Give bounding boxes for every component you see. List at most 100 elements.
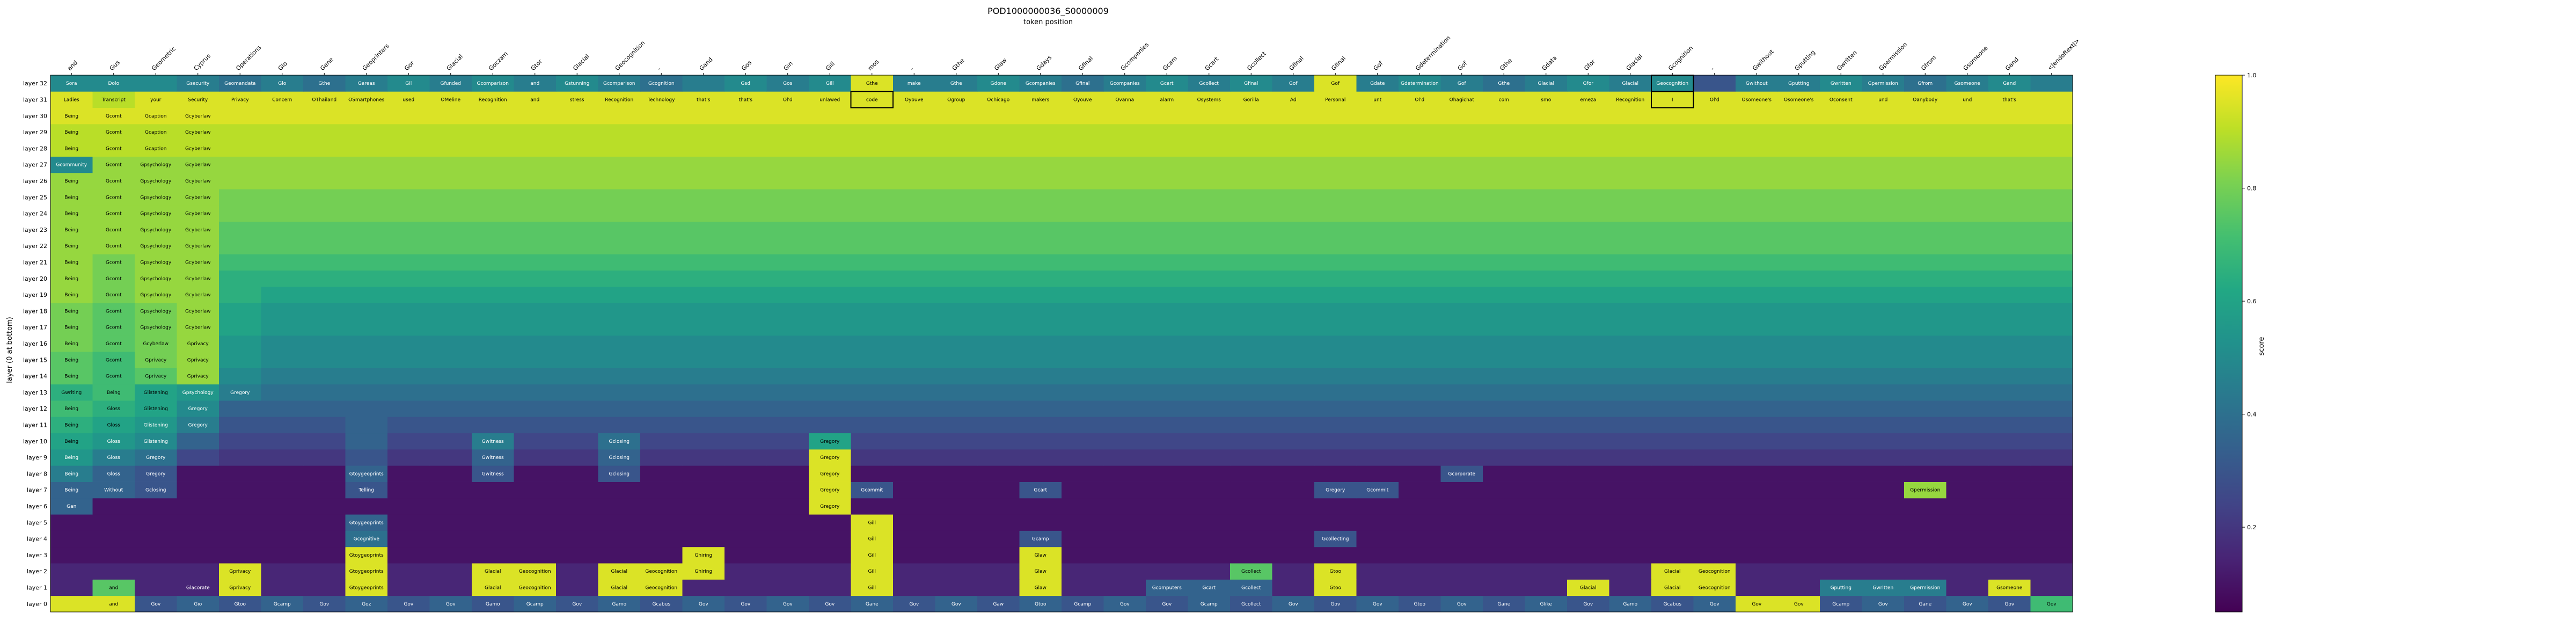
heatmap-cell [724, 595, 767, 612]
cell-label: Being [64, 146, 78, 151]
heatmap-cell [1651, 303, 1694, 319]
heatmap-cell [2030, 498, 2073, 515]
heatmap-cell [514, 107, 557, 125]
heatmap-cell [1146, 319, 1188, 336]
heatmap-cell [429, 579, 472, 596]
heatmap-cell [1019, 123, 1062, 141]
cell-label: Ogroup [947, 97, 965, 103]
cell-label: Without [104, 488, 123, 493]
heatmap-cell [1946, 205, 1989, 222]
heatmap-cell [1777, 352, 1820, 368]
cell-label: Gcyberlaw [185, 130, 211, 135]
heatmap-cell [1609, 400, 1652, 417]
cell-label: Gloss [107, 471, 121, 477]
heatmap-cell [893, 75, 935, 92]
heatmap-cell [1483, 303, 1525, 319]
heatmap-cell [1019, 530, 1062, 548]
heatmap-cell [724, 286, 767, 303]
cell-label: Being [64, 211, 78, 217]
cell-label: Gprivacy [187, 341, 209, 347]
heatmap-cell [135, 595, 177, 612]
heatmap-cell [387, 530, 430, 548]
heatmap-cell [724, 384, 767, 401]
heatmap-cell [1019, 319, 1062, 336]
cell-label: Gpsychology [140, 228, 172, 233]
heatmap-cell [177, 368, 219, 385]
y-tick-label: layer 23 [23, 227, 47, 234]
heatmap-cell [1230, 449, 1272, 466]
heatmap-cell [1399, 352, 1441, 368]
heatmap-cell [1904, 368, 1946, 385]
x-tick-label: Gfinal [1330, 55, 1347, 72]
heatmap-cell [556, 433, 598, 450]
heatmap-cell [50, 221, 93, 238]
heatmap-cell [1862, 352, 1905, 368]
heatmap-cell [1272, 546, 1315, 564]
heatmap-cell [1567, 352, 1609, 368]
heatmap-cell [345, 75, 388, 92]
heatmap-cell [1862, 123, 1905, 141]
heatmap-cell [1440, 303, 1483, 319]
heatmap-cell [177, 530, 219, 548]
cell-label: Glaw [1035, 586, 1046, 591]
cell-label: and [530, 97, 539, 103]
heatmap-cell [1820, 205, 1862, 222]
cell-label: Glacorate [186, 586, 210, 591]
heatmap-cell [1736, 335, 1778, 352]
heatmap-cell [935, 417, 978, 434]
cell-label: Gpsychology [140, 276, 172, 282]
heatmap-cell [1399, 530, 1441, 548]
heatmap-cell [303, 254, 346, 271]
heatmap-cell [303, 449, 346, 466]
heatmap-cell [1777, 140, 1820, 157]
heatmap-cell [1103, 514, 1146, 531]
heatmap-cell [1230, 530, 1272, 548]
heatmap-cell [1820, 498, 1862, 515]
cell-label: Gov [1752, 602, 1761, 607]
heatmap-cell [303, 530, 346, 548]
heatmap-cell [1651, 238, 1694, 254]
heatmap-cell [345, 172, 388, 189]
heatmap-cell [387, 205, 430, 222]
heatmap-cell [724, 563, 767, 580]
heatmap-cell [893, 189, 935, 206]
heatmap-cell [1019, 189, 1062, 206]
heatmap-cell [1567, 238, 1609, 254]
heatmap-cell [2030, 400, 2073, 417]
heatmap-cell [1946, 449, 1989, 466]
x-tick-label: Gcognition [1667, 45, 1694, 72]
cell-label: Transcript [101, 97, 126, 103]
heatmap-cell [219, 238, 261, 254]
heatmap-cell [851, 91, 894, 108]
cell-label: Being [64, 406, 78, 412]
heatmap-cell [935, 189, 978, 206]
heatmap-cell [1483, 482, 1525, 499]
heatmap-cell [1062, 254, 1104, 271]
heatmap-cell [1314, 303, 1357, 319]
heatmap-cell [935, 238, 978, 254]
cell-label: Gov [1289, 602, 1298, 607]
heatmap-cell [1188, 238, 1231, 254]
heatmap-cell [1483, 91, 1525, 108]
heatmap-cell [1904, 172, 1946, 189]
heatmap-cell [1272, 156, 1315, 173]
cell-label: Gov [909, 602, 919, 607]
x-tick-label: Gwritten [1835, 49, 1858, 72]
cell-label: Being [64, 423, 78, 428]
heatmap-cell [1567, 563, 1609, 580]
heatmap-cell [1946, 286, 1989, 303]
heatmap-cell [1146, 107, 1188, 125]
heatmap-cell [893, 286, 935, 303]
heatmap-cell [514, 254, 557, 271]
heatmap-cell [1188, 530, 1231, 548]
heatmap-cell [1693, 286, 1736, 303]
heatmap-cell [640, 270, 683, 287]
heatmap-cell [1862, 595, 1905, 612]
heatmap-cell [429, 286, 472, 303]
heatmap-cell [1062, 482, 1104, 499]
heatmap-cell [1609, 482, 1652, 499]
heatmap-cell [1946, 335, 1989, 352]
heatmap-cell [1609, 319, 1652, 336]
heatmap-cell [640, 384, 683, 401]
heatmap-cell [640, 205, 683, 222]
